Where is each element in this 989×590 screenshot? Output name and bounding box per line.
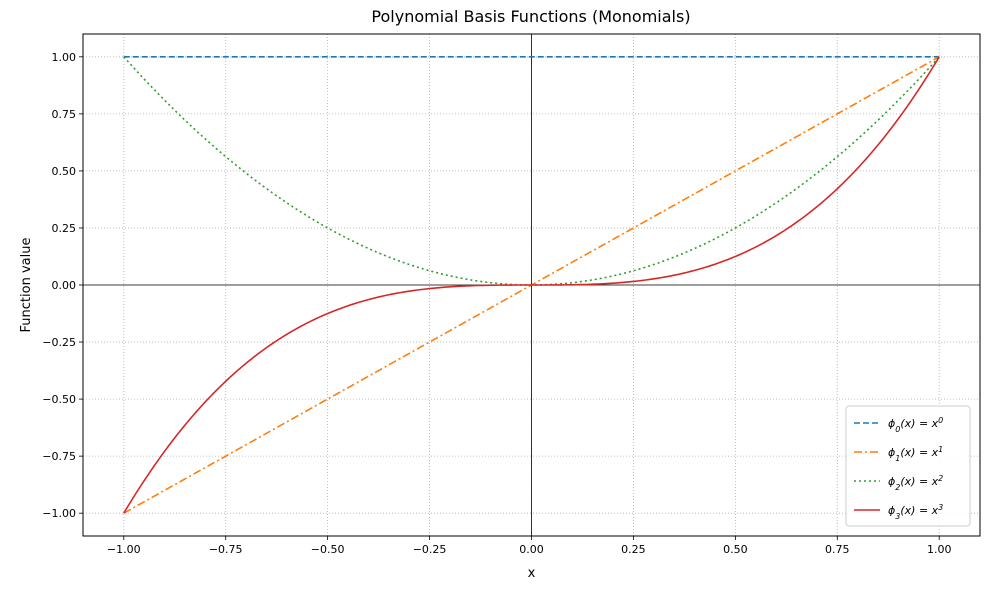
legend-box bbox=[845, 405, 971, 527]
chart-title: Polynomial Basis Functions (Monomials) bbox=[371, 7, 690, 26]
y-tick-label-8: 1.00 bbox=[52, 51, 77, 64]
x-tick-label-2: −0.50 bbox=[311, 543, 345, 556]
legend-rest-0: (x) = x bbox=[900, 417, 938, 430]
x-tick-label-0: −1.00 bbox=[107, 543, 141, 556]
y-axis-ticks: −1.00 −0.75 −0.50 −0.25 0.00 0.25 0.50 0.75 1.00 bbox=[42, 51, 83, 520]
legend-sup-3: 3 bbox=[938, 503, 943, 512]
legend-rest-1: (x) = x bbox=[900, 446, 938, 459]
y-tick-label-4: 0.00 bbox=[52, 279, 77, 292]
y-tick-label-0: −1.00 bbox=[42, 507, 76, 520]
x-axis-ticks: −1.00 −0.75 −0.50 −0.25 0.00 0.25 0.50 0.75 1.00 bbox=[107, 536, 952, 556]
y-tick-label-7: 0.75 bbox=[52, 108, 77, 121]
y-tick-label-5: 0.25 bbox=[52, 222, 77, 235]
legend-phi-2: ϕ bbox=[888, 475, 895, 488]
y-axis-label: Function value bbox=[19, 238, 34, 333]
legend-label-2: ϕ2(x) = x2 bbox=[888, 474, 943, 492]
x-tick-label-3: −0.25 bbox=[413, 543, 447, 556]
x-tick-label-5: 0.25 bbox=[621, 543, 646, 556]
legend-phi-3: ϕ bbox=[888, 504, 895, 517]
x-tick-label-4: 0.00 bbox=[519, 543, 544, 556]
x-tick-label-1: −0.75 bbox=[209, 543, 243, 556]
legend-sup-1: 1 bbox=[938, 445, 943, 454]
series-line-3 bbox=[123, 56, 940, 514]
legend-label-1: ϕ1(x) = x1 bbox=[888, 445, 943, 463]
legend-sub-1: 1 bbox=[895, 454, 900, 463]
legend-sub-0: 0 bbox=[895, 425, 900, 434]
x-tick-label-8: 1.00 bbox=[927, 543, 952, 556]
legend-sup-2: 2 bbox=[938, 474, 943, 483]
x-tick-label-7: 0.75 bbox=[825, 543, 850, 556]
legend-phi-1: ϕ bbox=[888, 446, 895, 459]
legend-label-3: ϕ3(x) = x3 bbox=[888, 503, 943, 521]
x-tick-label-6: 0.50 bbox=[723, 543, 748, 556]
x-axis-label: x bbox=[528, 566, 536, 581]
y-tick-label-2: −0.50 bbox=[42, 393, 76, 406]
y-tick-label-1: −0.75 bbox=[42, 450, 76, 463]
legend-sub-2: 2 bbox=[895, 483, 900, 492]
y-tick-label-3: −0.25 bbox=[42, 336, 76, 349]
series-lines bbox=[123, 56, 940, 514]
legend-label-0: ϕ0(x) = x0 bbox=[888, 416, 943, 434]
legend-rest-3: (x) = x bbox=[900, 504, 938, 517]
legend-phi-0: ϕ bbox=[888, 417, 895, 430]
y-tick-label-6: 0.50 bbox=[52, 165, 77, 178]
legend-rest-2: (x) = x bbox=[900, 475, 938, 488]
legend-sub-3: 3 bbox=[895, 512, 900, 521]
legend-sup-0: 0 bbox=[938, 416, 943, 425]
